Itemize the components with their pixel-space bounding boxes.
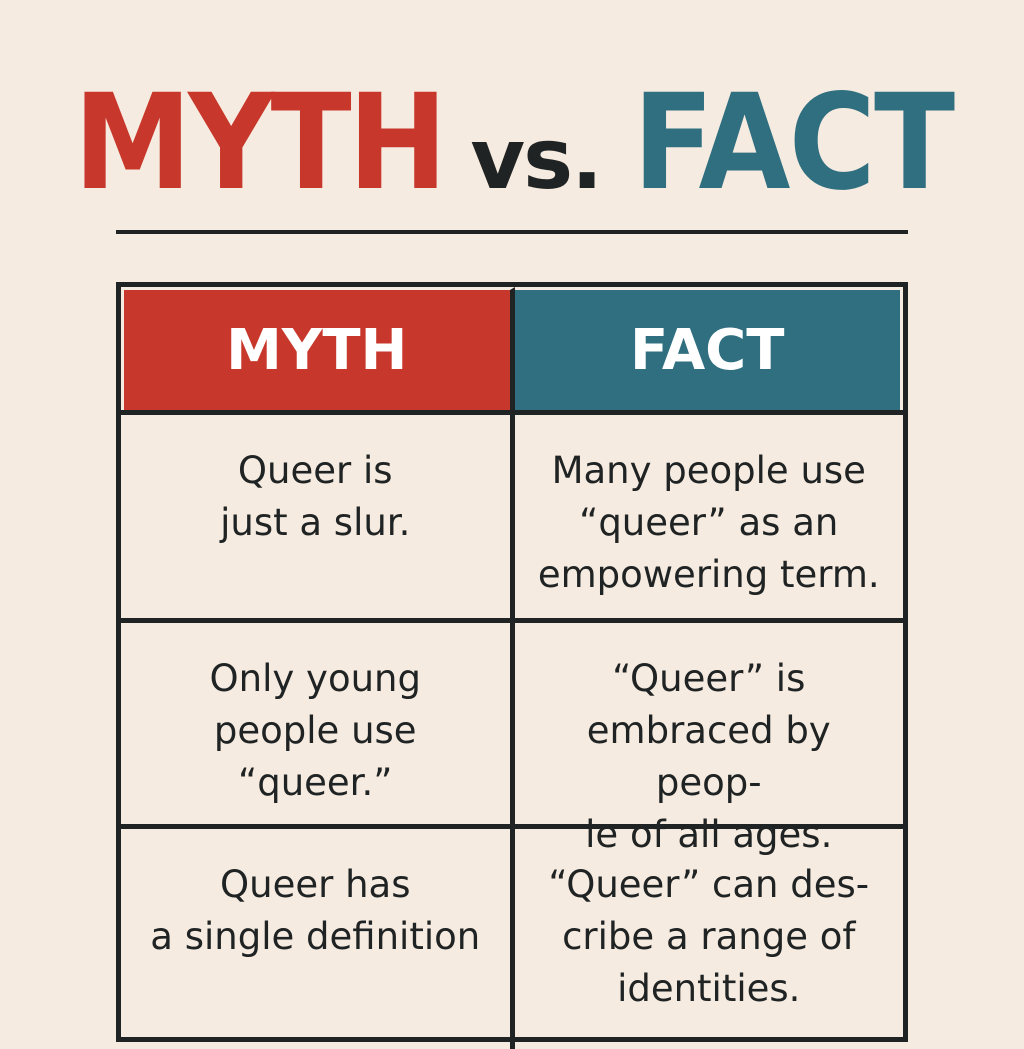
fact-cell: “Queer” is embraced by peop- le of all a… (515, 623, 904, 856)
myth-text: Only young people use “queer.” (209, 657, 421, 804)
table-row: Queer is just a slur. Many people use “q… (121, 415, 903, 623)
table-header-row: MYTH FACT (121, 287, 903, 415)
table-row: Queer has a single definition “Queer” ca… (121, 829, 903, 1049)
myth-cell: Queer has a single definition (121, 829, 515, 1049)
myth-cell: Queer is just a slur. (121, 415, 515, 618)
title-fact-word: FACT (632, 66, 955, 220)
title-myth-word: MYTH (73, 66, 447, 220)
myth-text: Queer has a single definition (150, 863, 481, 958)
fact-cell: “Queer” can des- cribe a range of identi… (515, 829, 904, 1049)
page-title: MYTH vs. FACT (0, 66, 1024, 220)
myth-column-header: MYTH (121, 287, 515, 410)
fact-text: Many people use “queer” as an empowering… (537, 449, 880, 596)
fact-text: “Queer” can des- cribe a range of identi… (548, 863, 870, 1010)
title-divider (116, 230, 908, 234)
myth-fact-table: MYTH FACT Queer is just a slur. Many peo… (116, 282, 908, 1049)
myth-text: Queer is just a slur. (220, 449, 411, 544)
table-row: Only young people use “queer.” “Queer” i… (121, 623, 904, 856)
fact-column-header: FACT (514, 287, 903, 410)
fact-cell: Many people use “queer” as an empowering… (515, 415, 904, 618)
fact-text: “Queer” is embraced by peop- le of all a… (585, 657, 833, 856)
myth-cell: Only young people use “queer.” (121, 623, 515, 824)
title-vs-word: vs. (470, 110, 603, 208)
